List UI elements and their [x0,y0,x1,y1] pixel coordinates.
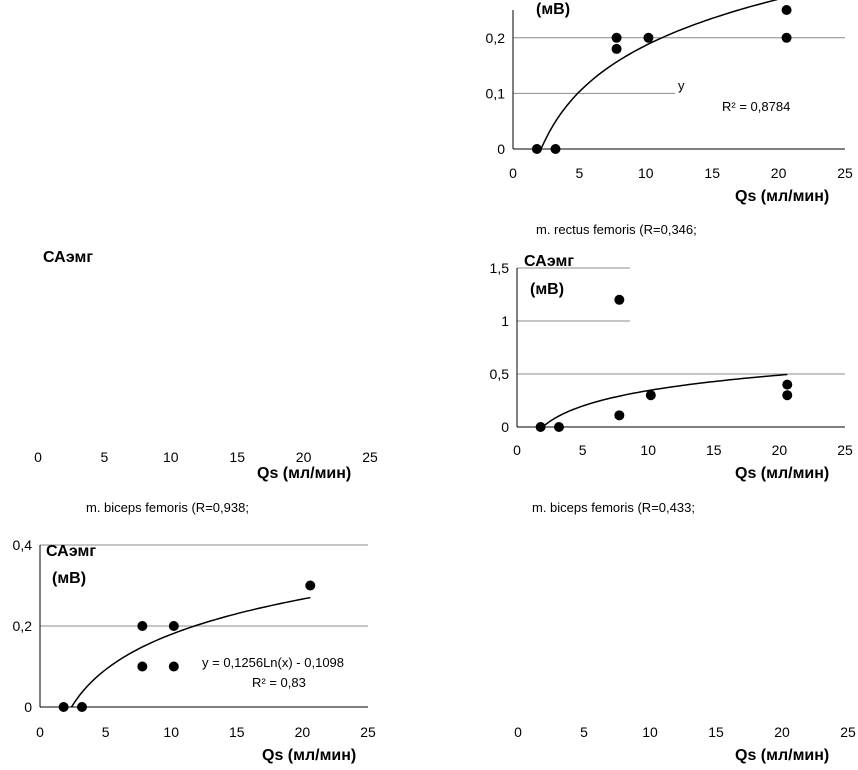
top-right-xtick-label: 10 [638,165,654,181]
middle-right-y-unit: (мВ) [530,281,564,298]
middle-left-xtick-label: 15 [229,449,245,465]
bottom-left-y-unit: (мВ) [52,570,86,587]
top-right-xtick-label: 20 [771,165,787,181]
bottom-left-data-point [137,661,148,672]
bottom-right-xtick-label: 5 [580,724,588,740]
middle-right-data-point [614,410,625,421]
middle-left-xtick-label: 5 [101,449,109,465]
middle-right-xtick-label: 0 [513,442,521,458]
bottom-left-xtick-label: 20 [295,724,311,740]
bottom-left-trend-line [70,596,311,708]
bottom-left-r-squared: R² = 0,83 [252,675,306,690]
bottom-right-x-label: Qs (мл/мин) [735,747,829,764]
middle-right-xtick-label: 5 [579,442,587,458]
top-right-data-point [550,144,561,154]
middle-right-data-point [782,379,793,390]
bottom-right-xtick-label: 25 [840,724,856,740]
middle-right-data-point [782,390,793,401]
bottom-right-xtick-label: 15 [708,724,724,740]
top-right-ytick-label: 0 [497,141,505,157]
bottom-left-data-point [168,621,179,631]
middle-left-xtick-label: 20 [296,449,312,465]
middle-right-ytick-label: 1,5 [490,260,510,276]
middle-left-y-label: САэмг [43,249,93,266]
top-right-caption: m. rectus femoris (R=0,346; [536,222,697,237]
top-right-data-point [611,32,622,43]
middle-right-trend-line [541,373,788,428]
middle-right-y-label: САэмг [524,253,574,270]
bottom-left-xtick-label: 5 [102,724,110,740]
middle-right-data-point [553,422,564,432]
middle-right-xtick-label: 20 [772,442,788,458]
top-right-trend-line [540,0,779,150]
middle-right-data-point [645,390,656,401]
bottom-left-ytick-label: 0,2 [13,618,33,634]
bottom-left-data-point [137,621,148,631]
bottom-left-x-label: Qs (мл/мин) [262,747,356,764]
top-right-xtick-label: 25 [837,165,853,181]
top-right-ytick-label: 0,1 [486,85,506,101]
middle-right-data-point [614,294,625,305]
top-right-data-point [611,43,622,54]
bottom-left-data-point [168,661,179,672]
middle-right-ytick-label: 0 [501,419,509,435]
bottom-left-xtick-label: 10 [163,724,179,740]
bottom-left-ytick-label: 0,4 [13,537,33,553]
bottom-left-ytick-label: 0 [24,699,32,715]
bottom-left-xtick-label: 15 [229,724,245,740]
top-right-y-label: (мВ) [536,1,570,18]
middle-left-x-label: Qs (мл/мин) [257,465,351,482]
top-right-x-label: Qs (мл/мин) [735,188,829,205]
middle-right-ytick-label: 0,5 [490,366,510,382]
top-right-r-squared: R² = 0,8784 [722,99,790,114]
top-right-ytick-label: 0,2 [486,30,506,46]
middle-right-xtick-label: 25 [837,442,853,458]
top-right-data-point [531,144,542,154]
top-right-data-point [781,32,792,43]
bottom-right-xtick-label: 0 [514,724,522,740]
middle-right-ytick-label: 1 [501,313,509,329]
top-right-data-point [643,32,654,43]
middle-left-xtick-label: 10 [163,449,179,465]
bottom-left-data-point [76,702,87,712]
bottom-left-y-label: САэмг [46,543,96,560]
bottom-left-xtick-label: 0 [36,724,44,740]
bottom-left-data-point [305,580,316,591]
top-right-xtick-label: 5 [576,165,584,181]
top-right-xtick-label: 15 [704,165,720,181]
middle-left-xtick-label: 25 [362,449,378,465]
top-right-xtick-label: 0 [509,165,517,181]
bottom-right-xtick-label: 10 [642,724,658,740]
middle-left-xtick-label: 0 [34,449,42,465]
bottom-right-xtick-label: 20 [774,724,790,740]
middle-right-xtick-label: 15 [706,442,722,458]
bottom-left-equation: y = 0,1256Ln(x) - 0,1098 [202,655,344,670]
top-right-data-point [781,5,792,15]
top-right-equation: y [678,78,685,93]
bottom-left-data-point [58,702,69,712]
middle-right-x-label: Qs (мл/мин) [735,465,829,482]
middle-left-caption: m. biceps femoris (R=0,938; [86,500,249,515]
middle-right-xtick-label: 10 [640,442,656,458]
bottom-left-xtick-label: 25 [360,724,376,740]
middle-right-data-point [535,422,546,432]
middle-right-caption: m. biceps femoris (R=0,433; [532,500,695,515]
